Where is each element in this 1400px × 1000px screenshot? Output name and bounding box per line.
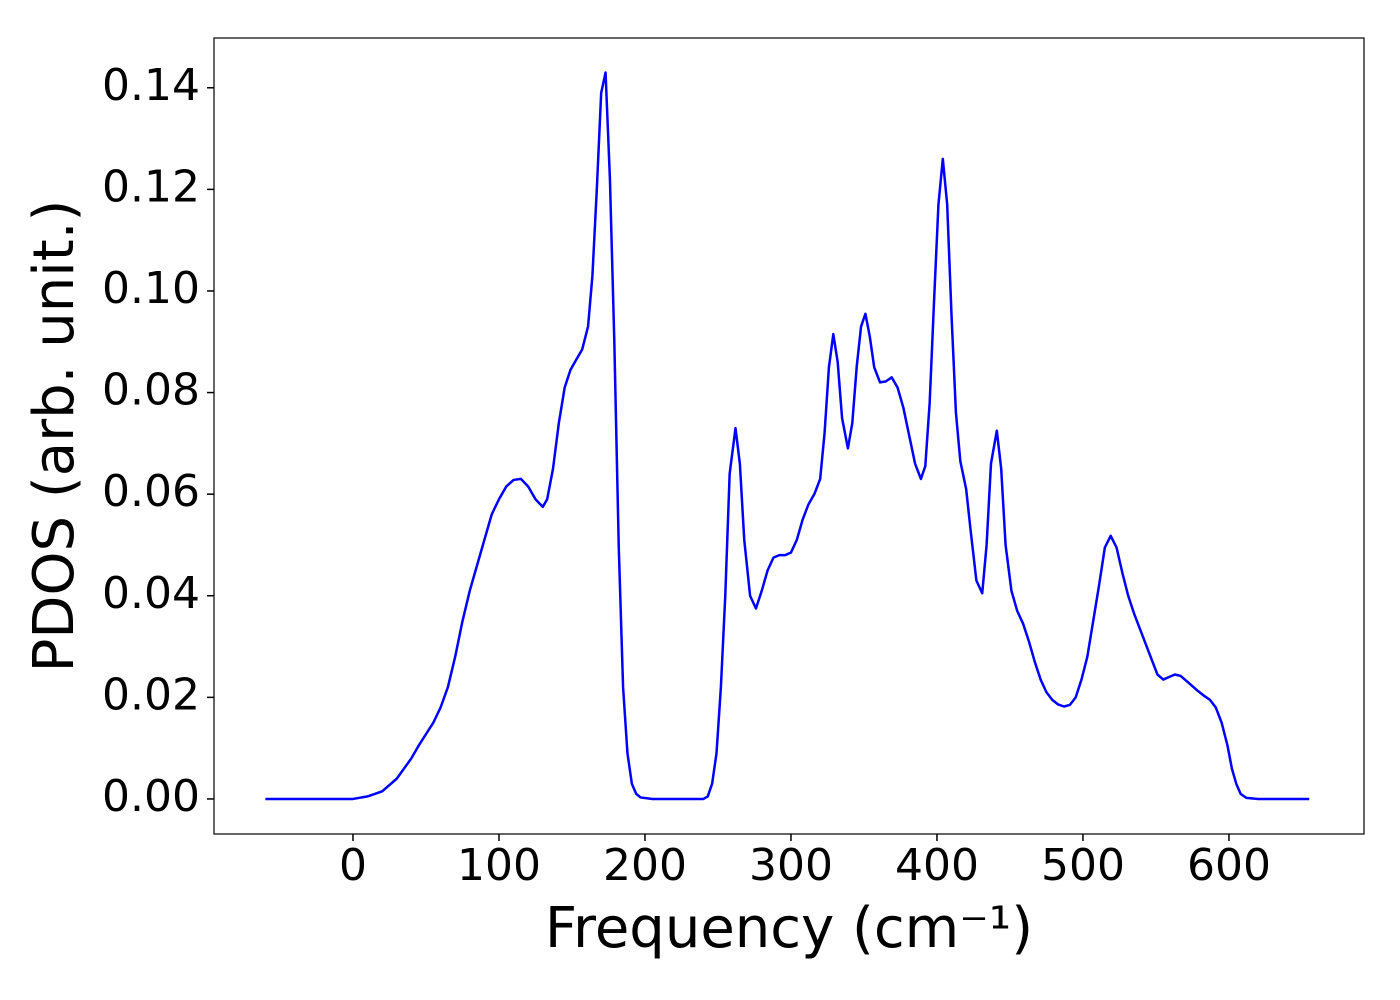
x-axis-label: Frequency (cm⁻¹): [545, 896, 1033, 961]
x-tick-label: 500: [1041, 840, 1125, 891]
y-tick-label: 0.08: [102, 365, 200, 416]
y-axis-label: PDOS (arb. unit.): [22, 200, 87, 673]
plot-frame: [213, 37, 1365, 835]
x-tick-label: 600: [1187, 840, 1271, 891]
x-tick-label: 0: [339, 840, 367, 891]
y-tick-label: 0.10: [102, 263, 200, 314]
x-tick-label: 200: [603, 840, 687, 891]
x-tick-label: 100: [457, 840, 541, 891]
x-tick-label: 400: [895, 840, 979, 891]
x-tick-label: 300: [749, 840, 833, 891]
y-tick-label: 0.04: [102, 568, 200, 619]
y-tick-label: 0.00: [102, 771, 200, 822]
y-tick-label: 0.06: [102, 466, 200, 517]
data-line: [265, 71, 1310, 801]
y-tick-label: 0.14: [102, 60, 200, 111]
y-tick-label: 0.12: [102, 161, 200, 212]
y-tick-label: 0.02: [102, 669, 200, 720]
